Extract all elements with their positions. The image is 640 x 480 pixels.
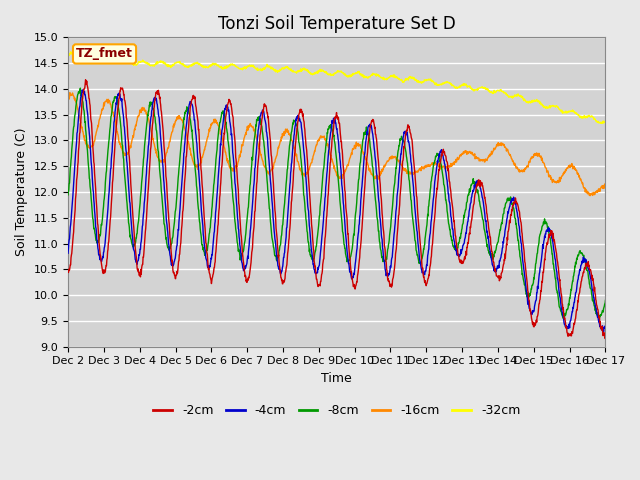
Title: Tonzi Soil Temperature Set D: Tonzi Soil Temperature Set D — [218, 15, 456, 33]
Y-axis label: Soil Temperature (C): Soil Temperature (C) — [15, 128, 28, 256]
X-axis label: Time: Time — [321, 372, 352, 385]
Text: TZ_fmet: TZ_fmet — [76, 48, 133, 60]
Legend: -2cm, -4cm, -8cm, -16cm, -32cm: -2cm, -4cm, -8cm, -16cm, -32cm — [148, 399, 525, 422]
